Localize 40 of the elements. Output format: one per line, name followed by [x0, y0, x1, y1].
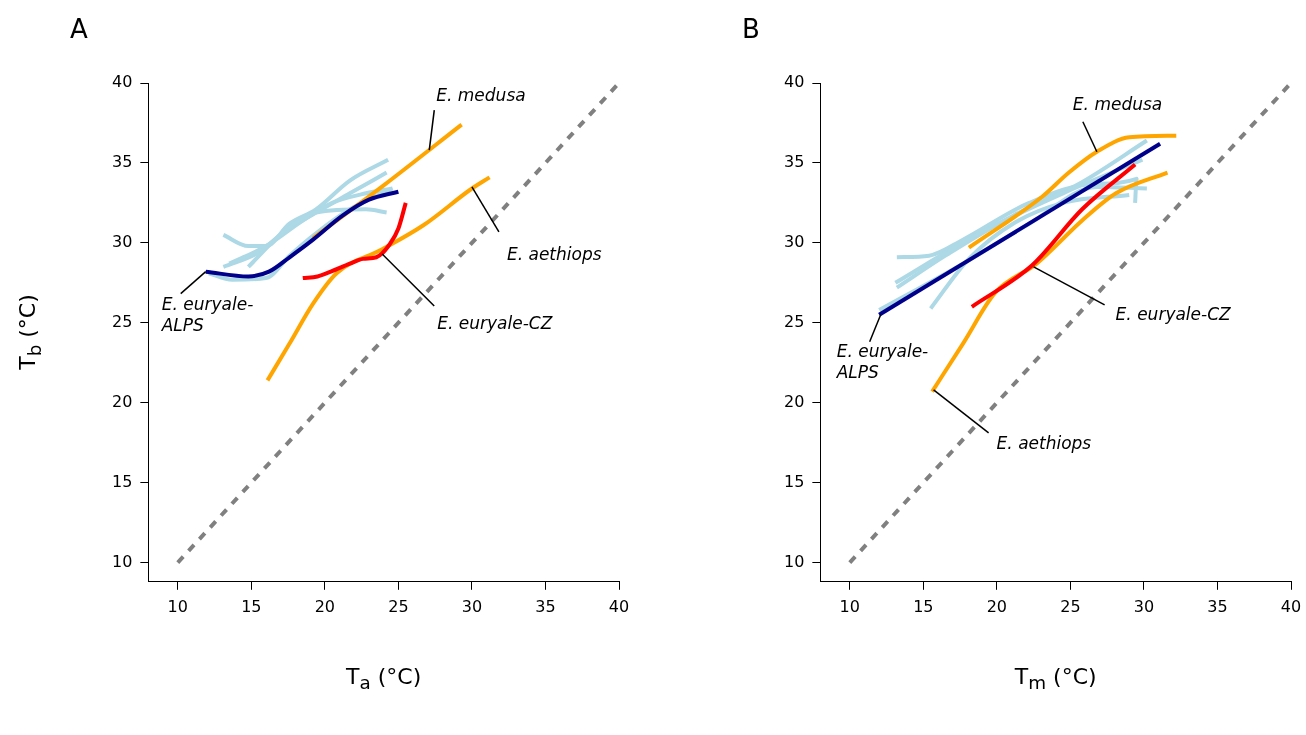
y-tick-label: 40 — [112, 72, 133, 92]
y-tick-label: 15 — [112, 471, 133, 491]
x-tick-label: 10 — [167, 596, 188, 616]
x-tick-label: 40 — [608, 596, 630, 616]
y-tick-label: 40 — [784, 72, 805, 92]
chart-title: A — [70, 14, 88, 44]
y-tick-label: 25 — [784, 311, 805, 331]
annotation: E. euryale-CZ — [437, 313, 553, 335]
x-tick-label: 35 — [535, 596, 556, 616]
annotation: E. medusa — [1072, 93, 1163, 115]
y-tick-label: 35 — [784, 152, 805, 172]
y-tick-label: 25 — [112, 311, 133, 331]
y-tick-label: 10 — [112, 551, 133, 571]
chart-title: B — [742, 14, 760, 44]
x-tick-label: 40 — [1280, 596, 1302, 616]
x-axis-title: T$_{m}$ (°C) — [1014, 663, 1097, 694]
x-tick-label: 10 — [839, 596, 860, 616]
x-tick-label: 30 — [1133, 596, 1155, 616]
annotation: E. aethiops — [996, 432, 1092, 454]
x-tick-label: 15 — [241, 596, 262, 616]
x-tick-label: 20 — [986, 596, 1008, 616]
x-tick-label: 15 — [913, 596, 934, 616]
y-tick-label: 20 — [784, 391, 805, 411]
y-tick-label: 30 — [112, 232, 133, 252]
x-tick-label: 30 — [461, 596, 483, 616]
y-tick-label: 10 — [784, 551, 805, 571]
x-axis-title: T$_{a}$ (°C) — [346, 663, 422, 694]
x-tick-label: 25 — [1060, 596, 1081, 616]
x-tick-label: 35 — [1207, 596, 1228, 616]
annotation: E. euryale-CZ — [1115, 303, 1231, 325]
y-tick-label: 30 — [784, 232, 805, 252]
y-tick-label: 35 — [112, 152, 133, 172]
annotation: E. medusa — [436, 85, 526, 107]
annotation: E. aethiops — [506, 243, 602, 265]
x-tick-label: 20 — [314, 596, 336, 616]
annotation: E. euryale-ALPS — [836, 340, 930, 383]
x-tick-label: 25 — [388, 596, 409, 616]
y-tick-label: 15 — [784, 471, 805, 491]
y-tick-label: 20 — [112, 391, 133, 411]
annotation: E. euryale-ALPS — [161, 293, 255, 336]
